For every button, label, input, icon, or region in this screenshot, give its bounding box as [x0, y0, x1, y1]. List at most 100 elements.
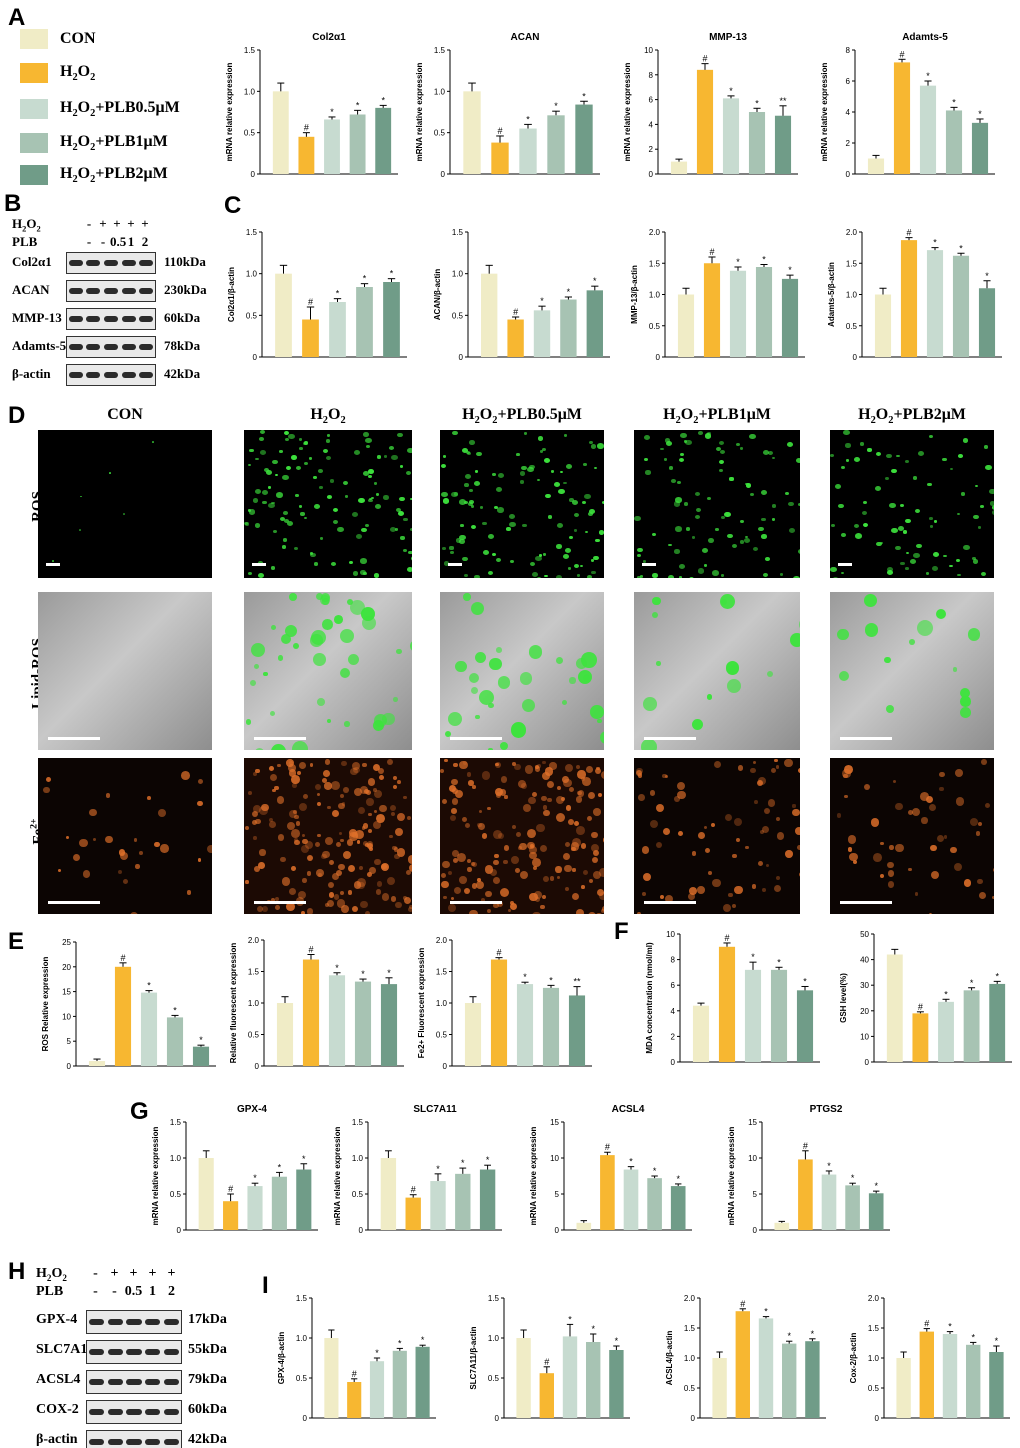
plb-dose: 0.5	[110, 234, 127, 249]
fe2-signal-spot	[597, 793, 602, 797]
y-tick-label: 8	[671, 956, 676, 965]
fe2-signal-spot	[277, 834, 285, 841]
ros-signal-spot	[152, 441, 155, 443]
fe2-signal-spot	[596, 766, 600, 771]
fe2-signal-spot	[534, 897, 540, 903]
fe2-signal-spot	[585, 765, 593, 773]
treatment-label-h2o2: H2O2	[12, 216, 41, 234]
fe2-signal-spot	[186, 890, 192, 896]
fe2-signal-spot	[765, 863, 770, 867]
ros-signal-spot	[271, 501, 275, 505]
bar	[805, 1341, 820, 1418]
fe2-signal-spot	[887, 861, 894, 868]
fe2-signal-spot	[129, 911, 139, 914]
blot-band	[86, 316, 101, 322]
blot-band	[107, 1378, 123, 1386]
y-tick-label: 0	[875, 1414, 880, 1423]
ros-fluorescence-image	[38, 430, 212, 578]
blot-band	[121, 344, 136, 350]
significance-mark: *	[933, 238, 937, 248]
fe2-signal-spot	[889, 845, 894, 850]
ros-signal-spot	[329, 478, 335, 483]
blot-protein-label: Adamts-5	[12, 338, 67, 353]
fe2-signal-spot	[288, 887, 297, 895]
y-tick-label: 2.0	[684, 1294, 696, 1303]
lipid-ros-image	[634, 592, 800, 750]
fe2-signal-spot	[977, 878, 983, 885]
ros-signal-spot	[475, 451, 482, 457]
ros-signal-spot	[745, 482, 749, 486]
ros-signal-spot	[441, 491, 449, 498]
ros-signal-spot	[464, 473, 472, 480]
significance-mark: #	[308, 297, 313, 307]
fe2-signal-spot	[324, 903, 329, 908]
bar	[223, 1201, 239, 1230]
ros-signal-spot	[949, 564, 953, 568]
ros-signal-spot	[749, 492, 755, 497]
fe2-signal-spot	[510, 900, 515, 905]
fe2-signal-spot	[549, 875, 555, 881]
fe2-signal-spot	[582, 869, 589, 876]
fe2-signal-spot	[57, 868, 61, 873]
microscopy-column-header: H2O2+PLB1μM	[663, 406, 771, 427]
ros-signal-spot	[349, 561, 354, 565]
ros-signal-spot	[925, 572, 930, 576]
fe2-signal-spot	[837, 813, 842, 818]
lipid-ros-signal	[651, 611, 659, 619]
ros-signal-spot	[367, 469, 374, 475]
legend-label: H2O2	[60, 62, 96, 84]
ros-signal-spot	[984, 464, 992, 470]
fe2-signal-spot	[592, 807, 601, 816]
lipid-ros-image	[244, 592, 412, 750]
significance-mark: *	[995, 971, 999, 981]
lipid-ros-signal	[643, 697, 657, 711]
ros-signal-spot	[258, 572, 265, 578]
fe2-signal-spot	[771, 768, 777, 774]
significance-mark: *	[811, 1329, 815, 1339]
fe2-signal-spot	[517, 846, 522, 851]
y-tick-label: 0.5	[246, 311, 258, 320]
fe2-signal-spot	[529, 892, 538, 902]
ros-signal-spot	[740, 519, 745, 524]
significance-mark: *	[851, 1173, 855, 1183]
blot-band	[164, 1348, 180, 1356]
fe2-signal-spot	[852, 859, 857, 865]
ros-signal-spot	[520, 480, 525, 484]
fe2-signal-spot	[450, 815, 457, 822]
ros-signal-spot	[293, 547, 298, 551]
ros-signal-spot	[337, 526, 345, 533]
y-tick-label: 10	[748, 1154, 757, 1163]
panel-letter-e: E	[8, 928, 25, 955]
fe2-signal-spot	[392, 775, 397, 781]
significance-mark: *	[926, 71, 930, 81]
bar-chart: 0 0.5 1.0 1.5 GPX-4/β-actin # * * *	[277, 1294, 436, 1423]
blot-protein-label: Col2α1	[12, 254, 52, 269]
ros-signal-spot	[266, 470, 273, 475]
fe2-signal-spot	[477, 878, 481, 883]
fe2-signal-spot	[511, 762, 516, 766]
bar	[893, 62, 911, 174]
scale-bar	[46, 563, 60, 566]
bar	[392, 1350, 407, 1418]
scale-bar	[642, 563, 656, 566]
ros-signal-spot	[573, 564, 579, 569]
fe2-signal-spot	[133, 838, 138, 843]
ros-signal-spot	[309, 552, 314, 556]
fe2-signal-spot	[752, 884, 757, 889]
fe2-signal-spot	[484, 865, 494, 874]
ros-signal-spot	[389, 445, 395, 450]
fe2-signal-spot	[848, 835, 857, 844]
bar	[356, 287, 373, 357]
y-tick-label: 0	[691, 1414, 696, 1423]
y-tick-label: 1.5	[684, 1324, 696, 1333]
y-tick-label: 8	[649, 71, 654, 80]
significance-mark: *	[751, 952, 755, 962]
ros-signal-spot	[319, 486, 323, 489]
ros-signal-spot	[440, 463, 446, 468]
treatment-label-h2o2: H2O2	[36, 1266, 67, 1283]
fe2-signal-spot	[269, 765, 275, 771]
fe2-signal-spot	[301, 838, 308, 845]
ros-signal-spot	[332, 520, 338, 525]
fe2-signal-spot	[595, 768, 602, 775]
blot-band	[164, 1408, 180, 1416]
